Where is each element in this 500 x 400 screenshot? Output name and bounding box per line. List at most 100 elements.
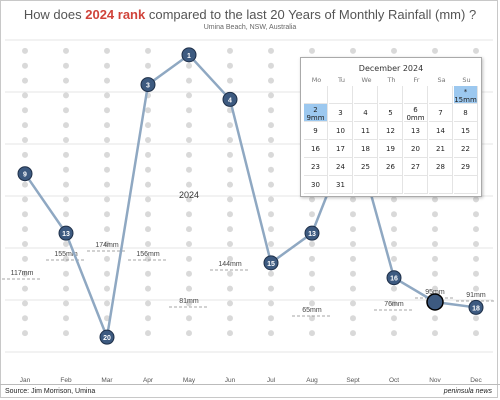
history-dot: [227, 151, 233, 158]
calendar-day-cell[interactable]: 24: [329, 158, 353, 176]
history-dot: [391, 315, 397, 322]
calendar-day-cell[interactable]: 8: [454, 104, 478, 122]
history-dot: [63, 137, 69, 143]
history-dot: [268, 241, 274, 247]
calendar-day-cell[interactable]: 29: [454, 158, 478, 176]
calendar-day-cell[interactable]: 15: [454, 122, 478, 140]
history-dot: [391, 196, 397, 203]
calendar-day-cell[interactable]: 9: [304, 122, 328, 140]
average-label: 174mm: [95, 242, 119, 249]
history-dot: [350, 211, 356, 218]
calendar-day-cell[interactable]: 2 9mm: [304, 104, 328, 122]
calendar-day-cell[interactable]: 30: [304, 176, 328, 194]
history-dot: [473, 226, 479, 233]
calendar-day-cell[interactable]: 4: [354, 104, 378, 122]
calendar-day-cell[interactable]: 7: [429, 104, 453, 122]
calendar-day-cell[interactable]: 3: [329, 104, 353, 122]
history-dot: [186, 226, 192, 233]
calendar-day-cell[interactable]: 6 0mm: [404, 104, 428, 122]
calendar-day-cell[interactable]: * 15mm: [454, 86, 478, 104]
history-dot: [268, 122, 274, 129]
series-marker: [304, 225, 320, 241]
calendar-day-cell[interactable]: 28: [429, 158, 453, 176]
calendar-day-cell[interactable]: 21: [429, 140, 453, 158]
calendar-day-cell[interactable]: 11: [354, 122, 378, 140]
average-label: 65mm: [302, 307, 322, 314]
calendar-day-cell: [454, 176, 478, 194]
calendar-day-cell[interactable]: 17: [329, 140, 353, 158]
calendar-dow-label: Th: [387, 76, 396, 84]
calendar-day-cell[interactable]: 31: [329, 176, 353, 194]
history-dot: [268, 315, 274, 322]
history-dot: [145, 122, 151, 129]
history-dot: [22, 270, 28, 277]
history-dot: [227, 166, 233, 173]
history-dot: [186, 107, 192, 114]
history-dot: [350, 196, 356, 203]
average-label: 81mm: [179, 298, 199, 305]
history-dot: [473, 330, 479, 337]
history-dot: [268, 151, 274, 158]
history-dot: [227, 122, 233, 129]
calendar-day-cell[interactable]: 13: [404, 122, 428, 140]
history-dot: [432, 315, 438, 322]
calendar-day-cell: [404, 86, 428, 104]
history-dot: [104, 255, 110, 262]
history-dot: [473, 285, 479, 292]
history-dot: [22, 47, 28, 54]
footer-divider: [0, 384, 500, 385]
series-marker: [426, 293, 444, 311]
history-dot: [473, 211, 479, 218]
calendar-day-cell[interactable]: 19: [379, 140, 403, 158]
history-dot: [432, 226, 438, 233]
series-marker: [140, 77, 156, 93]
history-dot: [309, 211, 315, 218]
calendar-day-cell[interactable]: 14: [429, 122, 453, 140]
history-dot: [145, 300, 151, 307]
history-dot: [145, 47, 151, 54]
rank-label: 1: [187, 53, 191, 60]
history-dot: [432, 270, 438, 277]
history-dot: [22, 211, 28, 218]
history-dot: [145, 211, 151, 218]
chart-title: How does 2024 rank compared to the last …: [23, 7, 477, 22]
history-dot: [350, 330, 356, 337]
history-dot: [391, 300, 397, 307]
series-line-2024: [23, 53, 477, 342]
calendar-day-cell[interactable]: 27: [404, 158, 428, 176]
calendar-day-cell[interactable]: 18: [354, 140, 378, 158]
x-tick-label: Apr: [143, 377, 154, 384]
history-dot: [432, 255, 438, 262]
history-dot: [227, 315, 233, 322]
series-marker: [181, 47, 197, 63]
calendar-day-cell[interactable]: 5: [379, 104, 403, 122]
history-dot: [104, 151, 110, 158]
history-dot: [473, 315, 479, 322]
calendar-day-cell[interactable]: 16: [304, 140, 328, 158]
calendar-dow-label: Su: [462, 76, 471, 84]
history-dot: [227, 255, 233, 262]
history-dot: [186, 270, 192, 277]
calendar-day-cell[interactable]: 26: [379, 158, 403, 176]
history-dot: [268, 137, 274, 143]
history-dot: [309, 255, 315, 262]
calendar-day-cell[interactable]: 23: [304, 158, 328, 176]
calendar-day-cell[interactable]: 10: [329, 122, 353, 140]
history-dot: [268, 300, 274, 307]
calendar-day-cell[interactable]: 12: [379, 122, 403, 140]
history-dot: [227, 62, 233, 69]
history-dot: [268, 270, 274, 277]
average-label: 91mm: [466, 292, 486, 299]
history-dot: [309, 270, 315, 277]
history-dot: [63, 166, 69, 173]
history-dot: [145, 196, 151, 203]
x-tick-label: Aug: [306, 377, 318, 384]
calendar-day-cell[interactable]: 25: [354, 158, 378, 176]
calendar-day-cell[interactable]: 20: [404, 140, 428, 158]
calendar-day-cell[interactable]: 22: [454, 140, 478, 158]
history-dot: [350, 241, 356, 247]
history-dot: [104, 77, 110, 84]
calendar-popup[interactable]: December 2024 Mo Tu We Th Fr Sa Su * 15mm 2 9mm 3 4 5…: [300, 57, 482, 197]
history-dot: [227, 330, 233, 337]
history-dot: [227, 211, 233, 218]
